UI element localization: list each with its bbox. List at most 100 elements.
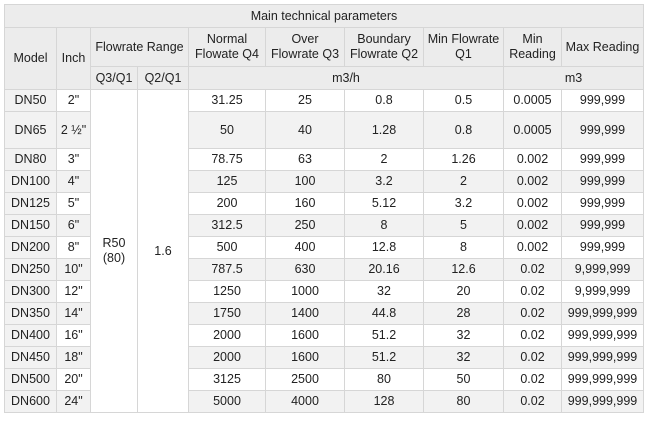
header-boundary-flowrate-q2: Boundary Flowrate Q2 xyxy=(344,27,424,67)
cell-min-reading: 0.002 xyxy=(503,148,562,171)
cell-max-reading: 999,999,999 xyxy=(561,302,644,325)
table-row: DN65 2 ½" 50 40 1.28 0.8 0.0005 999,999 xyxy=(4,111,644,149)
cell-over-flowrate-q3: 630 xyxy=(265,258,345,281)
cell-max-reading: 999,999 xyxy=(561,236,644,259)
header-max-reading: Max Reading xyxy=(561,27,644,67)
cell-normal-flowrate-q4: 200 xyxy=(188,192,266,215)
header-flowrate-range: Flowrate Range xyxy=(90,27,189,67)
cell-inch: 16" xyxy=(56,324,91,347)
cell-model: DN125 xyxy=(4,192,57,215)
cell-normal-flowrate-q4: 50 xyxy=(188,111,266,149)
header-over-flowrate-q3: Over Flowrate Q3 xyxy=(265,27,345,67)
table-row: DN200 8" 500 400 12.8 8 0.002 999,999 xyxy=(4,236,644,259)
cell-inch: 4" xyxy=(56,170,91,193)
cell-model: DN100 xyxy=(4,170,57,193)
cell-boundary-flowrate-q2: 20.16 xyxy=(344,258,424,281)
cell-over-flowrate-q3: 100 xyxy=(265,170,345,193)
table-row: DN500 20" 3125 2500 80 50 0.02 999,999,999 xyxy=(4,368,644,391)
table-row: DN125 5" 200 160 5.12 3.2 0.002 999,999 xyxy=(4,192,644,215)
cell-max-reading: 999,999 xyxy=(561,170,644,193)
cell-q2-q1-value: 1.6 xyxy=(137,89,189,413)
table-row: DN100 4" 125 100 3.2 2 0.002 999,999 xyxy=(4,170,644,193)
header-min-flowrate-q1: Min Flowrate Q1 xyxy=(423,27,504,67)
cell-max-reading: 999,999 xyxy=(561,214,644,237)
cell-over-flowrate-q3: 1000 xyxy=(265,280,345,303)
cell-inch: 20" xyxy=(56,368,91,391)
cell-max-reading: 999,999 xyxy=(561,148,644,171)
cell-over-flowrate-q3: 1600 xyxy=(265,324,345,347)
cell-model: DN200 xyxy=(4,236,57,259)
cell-max-reading: 999,999,999 xyxy=(561,346,644,369)
cell-min-flowrate-q1: 8 xyxy=(423,236,504,259)
cell-max-reading: 999,999,999 xyxy=(561,324,644,347)
cell-min-flowrate-q1: 0.5 xyxy=(423,89,504,112)
table-row: DN600 24" 5000 4000 128 80 0.02 999,999,999 xyxy=(4,390,644,413)
cell-model: DN300 xyxy=(4,280,57,303)
cell-boundary-flowrate-q2: 2 xyxy=(344,148,424,171)
cell-normal-flowrate-q4: 2000 xyxy=(188,324,266,347)
cell-max-reading: 9,999,999 xyxy=(561,258,644,281)
cell-min-flowrate-q1: 20 xyxy=(423,280,504,303)
cell-boundary-flowrate-q2: 0.8 xyxy=(344,89,424,112)
cell-normal-flowrate-q4: 78.75 xyxy=(188,148,266,171)
cell-normal-flowrate-q4: 125 xyxy=(188,170,266,193)
cell-model: DN600 xyxy=(4,390,57,413)
cell-min-reading: 0.02 xyxy=(503,258,562,281)
cell-max-reading: 999,999 xyxy=(561,111,644,149)
table-row: DN50 2" R50 (80) 1.6 31.25 25 0.8 0.5 0.0005 999,… xyxy=(4,89,644,413)
header-min-reading: Min Reading xyxy=(503,27,562,67)
cell-normal-flowrate-q4: 312.5 xyxy=(188,214,266,237)
cell-over-flowrate-q3: 1600 xyxy=(265,346,345,369)
cell-min-flowrate-q1: 80 xyxy=(423,390,504,413)
table-body: DN50 2" R50 (80) 1.6 31.25 25 0.8 0.5 0.0005 999,… xyxy=(4,89,644,413)
header-normal-flowrate-q4: Normal Flowate Q4 xyxy=(188,27,266,67)
cell-inch: 6" xyxy=(56,214,91,237)
cell-min-flowrate-q1: 32 xyxy=(423,346,504,369)
cell-over-flowrate-q3: 400 xyxy=(265,236,345,259)
cell-normal-flowrate-q4: 3125 xyxy=(188,368,266,391)
cell-boundary-flowrate-q2: 44.8 xyxy=(344,302,424,325)
cell-max-reading: 9,999,999 xyxy=(561,280,644,303)
cell-model: DN150 xyxy=(4,214,57,237)
cell-normal-flowrate-q4: 31.25 xyxy=(188,89,266,112)
cell-min-reading: 0.002 xyxy=(503,214,562,237)
cell-inch: 5" xyxy=(56,192,91,215)
header-unit-flow: m3/h xyxy=(188,66,504,90)
cell-boundary-flowrate-q2: 5.12 xyxy=(344,192,424,215)
cell-boundary-flowrate-q2: 51.2 xyxy=(344,324,424,347)
technical-parameters-table: Main technical parameters Model Inch Flo… xyxy=(4,4,644,413)
cell-normal-flowrate-q4: 500 xyxy=(188,236,266,259)
technical-parameters-table-wrapper: Main technical parameters Model Inch Flo… xyxy=(4,4,644,413)
cell-normal-flowrate-q4: 5000 xyxy=(188,390,266,413)
cell-inch: 3" xyxy=(56,148,91,171)
cell-over-flowrate-q3: 160 xyxy=(265,192,345,215)
cell-min-reading: 0.0005 xyxy=(503,89,562,112)
cell-min-flowrate-q1: 28 xyxy=(423,302,504,325)
table-row: DN400 16" 2000 1600 51.2 32 0.02 999,999,999 xyxy=(4,324,644,347)
cell-min-flowrate-q1: 2 xyxy=(423,170,504,193)
cell-boundary-flowrate-q2: 80 xyxy=(344,368,424,391)
cell-boundary-flowrate-q2: 1.28 xyxy=(344,111,424,149)
cell-model: DN400 xyxy=(4,324,57,347)
cell-min-reading: 0.002 xyxy=(503,170,562,193)
cell-model: DN350 xyxy=(4,302,57,325)
table-row: DN350 14" 1750 1400 44.8 28 0.02 999,999,999 xyxy=(4,302,644,325)
cell-inch: 10" xyxy=(56,258,91,281)
cell-model: DN500 xyxy=(4,368,57,391)
cell-model: DN80 xyxy=(4,148,57,171)
cell-min-reading: 0.002 xyxy=(503,192,562,215)
cell-over-flowrate-q3: 25 xyxy=(265,89,345,112)
cell-model: DN450 xyxy=(4,346,57,369)
cell-inch: 12" xyxy=(56,280,91,303)
cell-q3-q1-value: R50 (80) xyxy=(90,89,138,413)
cell-min-flowrate-q1: 3.2 xyxy=(423,192,504,215)
cell-inch: 24" xyxy=(56,390,91,413)
cell-normal-flowrate-q4: 1750 xyxy=(188,302,266,325)
table-row: DN450 18" 2000 1600 51.2 32 0.02 999,999,999 xyxy=(4,346,644,369)
cell-min-flowrate-q1: 5 xyxy=(423,214,504,237)
cell-model: DN65 xyxy=(4,111,57,149)
header-q2-q1: Q2/Q1 xyxy=(137,66,189,90)
cell-min-flowrate-q1: 32 xyxy=(423,324,504,347)
header-inch: Inch xyxy=(56,27,91,90)
cell-min-reading: 0.02 xyxy=(503,368,562,391)
